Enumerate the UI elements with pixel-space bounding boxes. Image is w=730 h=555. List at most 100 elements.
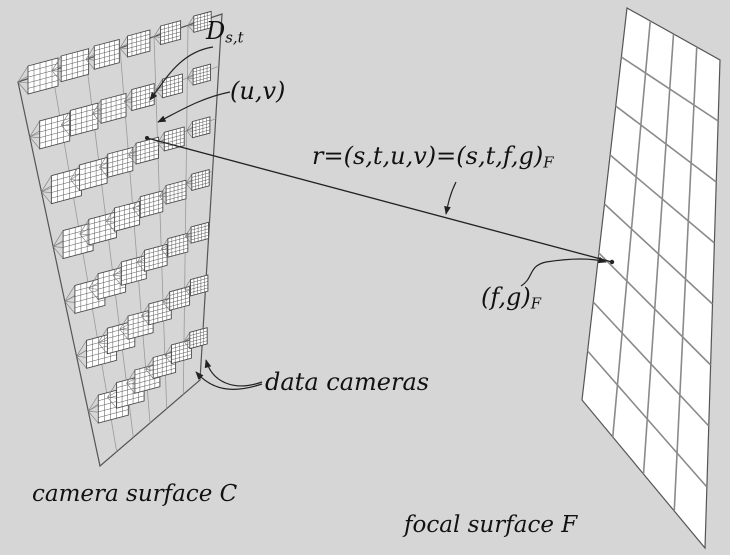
camera-image-plane (50, 167, 82, 205)
ray-equation-label: r=(s,t,u,v)=(s,t,f,g)F (312, 142, 554, 172)
camera-frustum-line (128, 154, 137, 165)
camera-frustum-line (119, 329, 129, 340)
data-camera-label: Ds,t (206, 17, 244, 47)
camera-image-plane (88, 211, 117, 246)
camera-image-plane (192, 116, 211, 139)
camera-frustum-line (187, 77, 194, 86)
pixel-grid-line (135, 149, 159, 156)
pixel-grid-line (88, 221, 117, 230)
camera-image-plane (69, 102, 99, 137)
pixel-grid-line (148, 310, 172, 317)
pixel-grid-line (190, 287, 208, 293)
pixel-grid-line (144, 256, 168, 264)
pixel-grid-line (144, 252, 168, 259)
pixel-grid-line (193, 24, 212, 30)
pixel-grid-line (127, 46, 150, 54)
ray-line (146, 137, 613, 263)
pixel-grid-line (171, 350, 192, 357)
pixel-grid-line (101, 97, 127, 105)
data-camera (52, 222, 94, 260)
data-cameras-label: data cameras (265, 368, 430, 396)
pixel-grid-line (162, 84, 183, 91)
camera-frustum-line (132, 196, 141, 209)
data-camera (85, 38, 120, 70)
focal-grid-line (587, 350, 708, 488)
sample-point-marker (145, 136, 149, 140)
data-camera (132, 190, 164, 219)
pixel-grid-line (171, 346, 192, 353)
pixel-grid-line (61, 68, 89, 77)
data-camera (119, 29, 151, 58)
camera-frustum-line (76, 340, 87, 357)
camera-image-plane (97, 265, 127, 300)
camera-frustum-line (79, 233, 90, 246)
camera-frustum-line (92, 113, 102, 124)
camera-frustum-line (160, 238, 169, 250)
camera-frustum-line (185, 226, 192, 237)
sample-point-label: (u,v) (230, 77, 286, 105)
camera-frustum-line (107, 397, 117, 409)
pixel-grid-line (193, 14, 212, 20)
camera-frustum-line (145, 357, 154, 370)
camera-frustum-line (145, 369, 154, 379)
camera-frustum-line (124, 101, 132, 111)
camera-frustum-line (126, 383, 136, 394)
camera-image-plane (100, 92, 127, 124)
data-camera (136, 243, 168, 272)
pixel-grid-line (193, 76, 211, 83)
data-cameras-pointer (204, 359, 263, 387)
pixel-grid-line (27, 74, 59, 84)
camera-frustum-line (164, 355, 172, 364)
camera-image-plane (161, 73, 183, 99)
focal-point-pointer (520, 256, 607, 287)
pixel-grid-line (162, 81, 183, 87)
pixel-grid-line (167, 244, 188, 251)
pixel-grid-line (51, 189, 82, 199)
camera-image-plane (127, 29, 151, 58)
data-cameras-pointer (195, 371, 263, 390)
pixel-grid-line (167, 236, 188, 243)
pixel-grid-line (171, 343, 192, 349)
pixel-grid-line (140, 203, 163, 210)
camera-image-plane (189, 327, 208, 350)
pixel-grid-line (160, 24, 181, 31)
camera-frustum-line (41, 191, 52, 204)
pixel-grid-line (135, 145, 159, 152)
focal-surface-plane (581, 7, 721, 550)
camera-image-plane (62, 222, 94, 260)
pixel-grid-line (98, 409, 129, 418)
focal-grid-line (609, 154, 715, 244)
focal-grid-line (603, 203, 714, 305)
pixel-grid-line (191, 179, 210, 185)
camera-image-plane (192, 63, 211, 86)
pixel-grid-line (153, 363, 176, 371)
camera-frustum-line (119, 47, 128, 58)
camera-frustum-line (155, 79, 163, 90)
pixel-grid-line (79, 177, 108, 186)
camera-frustum-line (162, 302, 170, 311)
camera-frustum-line (99, 167, 109, 178)
camera-image-plane (93, 38, 120, 70)
camera-frustum-line (187, 68, 194, 79)
pixel-grid-line (135, 141, 159, 148)
pixel-grid-line (27, 80, 59, 89)
pixel-grid-line (107, 165, 133, 173)
data-camera (41, 167, 82, 205)
camera-frustum-line (97, 327, 108, 343)
pixel-grid-line (121, 269, 147, 277)
camera-frustum-line (51, 55, 62, 71)
camera-frustum-line (153, 25, 161, 37)
pixel-grid-line (88, 232, 117, 241)
pixel-grid-line (131, 100, 155, 107)
camera-frustum-line (52, 246, 64, 259)
camera-image-plane (193, 10, 212, 33)
sample-point-pointer (157, 91, 231, 123)
data-camera (17, 57, 59, 95)
data-camera (155, 73, 183, 99)
camera-frustum-line (159, 195, 167, 205)
pixel-grid-line (166, 191, 187, 197)
camera-frustum-line (183, 332, 191, 342)
pixel-grid-line (134, 377, 160, 385)
pixel-grid-line (164, 134, 185, 141)
camera-frustum-line (41, 175, 52, 192)
